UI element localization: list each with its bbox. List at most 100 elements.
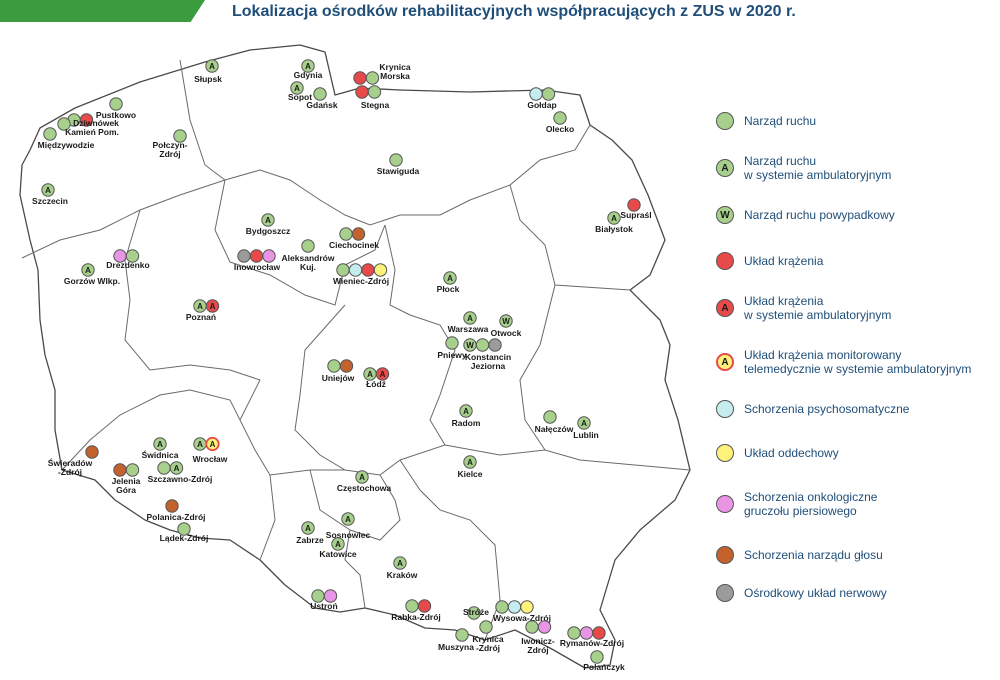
city-label: Wieniec-Zdrój (333, 276, 389, 286)
green-marker (109, 97, 123, 111)
yellow-marker (373, 263, 388, 277)
gray-marker (488, 338, 502, 352)
city-label: Warszawa (448, 324, 489, 334)
yellow-legend-icon: A (716, 353, 734, 371)
city-label: Aleksandrów Kuj. (282, 253, 335, 272)
legend-item: A Narząd ruchu w systemie ambulatoryjnym (716, 154, 996, 182)
city-kielce: A Kielce (457, 455, 483, 479)
city-label: Krynica Morska (379, 62, 410, 81)
city-label: Wysowa-Zdrój (493, 613, 551, 623)
city-label: Ciechocinek (329, 240, 379, 250)
marker-letter: A (45, 186, 51, 195)
city-label: Słupsk (194, 74, 222, 84)
green-marker-a (577, 416, 591, 430)
legend-label: Narząd ruchu w systemie ambulatoryjnym (744, 154, 892, 182)
green-marker (475, 338, 490, 352)
marker-letter: A (367, 370, 373, 379)
green-marker (479, 620, 493, 634)
city-label: Lublin (573, 430, 599, 440)
marker-letter: A (209, 62, 215, 71)
city-label: Łódź (366, 379, 386, 389)
city-label: Rymanów-Zdrój (560, 638, 624, 648)
marker-letter: A (380, 370, 386, 379)
city-label: Szczecin (32, 196, 68, 206)
green-marker (590, 650, 604, 664)
pink-marker (537, 620, 552, 634)
marker-letter: A (467, 314, 473, 323)
city-label: Pniewy (437, 350, 467, 360)
marker-letter: A (157, 440, 163, 449)
marker-letter: A (305, 524, 311, 533)
red-marker (361, 263, 375, 277)
city-label: Polanica-Zdrój (146, 512, 205, 522)
marker-letter: A (197, 302, 203, 311)
legend-item: Schorzenia narządu głosu (716, 546, 996, 564)
city-label: Nałęczów (535, 424, 574, 434)
green-marker (177, 522, 191, 536)
brown-marker (85, 445, 99, 459)
city-label: Stawiguda (377, 166, 420, 176)
city-label: Szczawno-Zdrój (148, 474, 213, 484)
legend-item: Schorzenia psychosomatyczne (716, 400, 996, 418)
green-marker (455, 628, 469, 642)
legend-label: Schorzenia psychosomatyczne (744, 402, 910, 416)
marker-letter: W (502, 317, 510, 326)
yellow-legend-icon (716, 444, 734, 462)
legend-label: Narząd ruchu (744, 114, 817, 128)
green-marker (57, 117, 71, 131)
green-marker-a (41, 183, 55, 197)
green-marker (445, 336, 459, 350)
legend-item: Układ krążenia (716, 252, 996, 270)
legend-label: Ośrodkowy układ nerwowy (744, 586, 887, 600)
marker-letter: A (447, 274, 453, 283)
marker-letter: W (466, 341, 474, 350)
marker-letter: A (359, 473, 365, 482)
city-ustroń: Ustroń (310, 589, 338, 611)
green-marker (495, 600, 509, 614)
gray-legend-icon (716, 584, 734, 602)
city-label: Gołdap (527, 100, 556, 110)
red-marker (417, 599, 432, 613)
header: Lokalizacja ośrodków rehabilitacyjnych w… (0, 0, 1000, 22)
city-label: Katowice (319, 549, 357, 559)
red-marker (355, 85, 369, 99)
city-label: Gdynia (294, 70, 323, 80)
city-dziwnówek: Dziwnówek (67, 113, 119, 128)
marker-letter: A (197, 440, 203, 449)
city-zabrze: A Zabrze (296, 521, 324, 545)
city-label: Kraków (387, 570, 418, 580)
legend-label: Układ krążenia monitorowany telemedycznie… (744, 348, 972, 376)
city-label: Gdańsk (306, 100, 337, 110)
city-uniejów: Uniejów (322, 359, 355, 383)
green-marker (541, 87, 556, 101)
city-stegna: Stegna (355, 85, 389, 110)
marker-letter: A (305, 62, 311, 71)
green-marker-a (153, 437, 167, 451)
city-słupsk: A Słupsk (194, 59, 222, 84)
city-ciechocinek: Ciechocinek (329, 227, 379, 250)
green-marker-a (463, 311, 477, 325)
legend-item: A Układ krążenia w systemie ambulatoryjnym (716, 294, 996, 322)
city-label: Iwonicz-Zdrój (521, 636, 555, 655)
brown-legend-icon (716, 546, 734, 564)
marker-letter: A (581, 419, 587, 428)
red-legend-icon: A (716, 299, 734, 317)
cyan-legend-icon (716, 400, 734, 418)
city-kraków: A Kraków (387, 556, 418, 580)
city-label: Kamień Pom. (65, 127, 119, 137)
green-marker (365, 71, 380, 85)
city-wieniec-zdrój: Wieniec-Zdrój (333, 263, 389, 286)
city-label: Polańczyk (583, 662, 625, 672)
red-marker (592, 626, 606, 640)
green-legend-icon (716, 112, 734, 130)
red-marker (353, 71, 367, 85)
city-polańczyk: Polańczyk (583, 650, 625, 672)
green-marker (543, 410, 557, 424)
